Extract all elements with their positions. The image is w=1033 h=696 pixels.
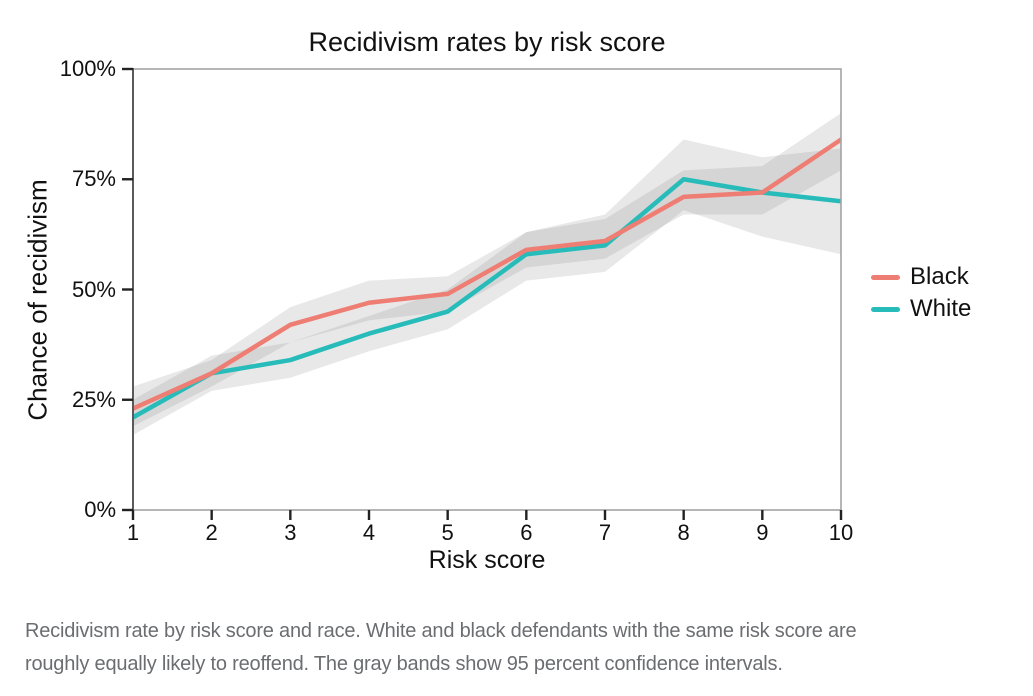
white-series-swatch-icon <box>871 306 900 312</box>
x-tick-label: 1 <box>126 520 140 545</box>
caption-line-1: Recidivism rate by risk score and race. … <box>25 620 857 642</box>
x-tick-label: 6 <box>520 520 533 545</box>
x-tick-label: 3 <box>284 520 297 545</box>
x-tick-label: 10 <box>828 520 854 545</box>
legend-item-white: White <box>871 293 971 325</box>
chart-title: Recidivism rates by risk score <box>308 27 666 57</box>
x-axis-title: Risk score <box>428 546 546 574</box>
legend-label-black: Black <box>910 263 969 290</box>
figure-caption: Recidivism rate by risk score and race. … <box>25 615 1020 681</box>
x-tick-label: 4 <box>362 520 376 545</box>
legend: Black White <box>871 261 971 325</box>
black-series-swatch-icon <box>871 274 900 280</box>
y-tick-label: 75% <box>71 166 116 192</box>
caption-line-2: roughly equally likely to reoffend. The … <box>25 653 783 675</box>
confidence-band-white <box>133 139 841 436</box>
legend-label-white: White <box>910 295 972 322</box>
x-tick-label: 7 <box>598 520 612 545</box>
x-tick-label: 9 <box>756 520 769 545</box>
legend-item-black: Black <box>871 261 971 293</box>
y-tick-label: 100% <box>59 56 116 81</box>
x-tick-label: 2 <box>205 520 218 545</box>
series-line-black <box>133 137 841 411</box>
x-tick-label: 5 <box>441 520 454 545</box>
x-tick-label: 8 <box>677 520 690 545</box>
chart-canvas <box>122 67 843 520</box>
y-tick-label: 25% <box>71 386 116 412</box>
y-tick-label: 0% <box>84 497 116 522</box>
y-tick-label: 50% <box>71 276 116 302</box>
series-line-white <box>133 177 841 420</box>
